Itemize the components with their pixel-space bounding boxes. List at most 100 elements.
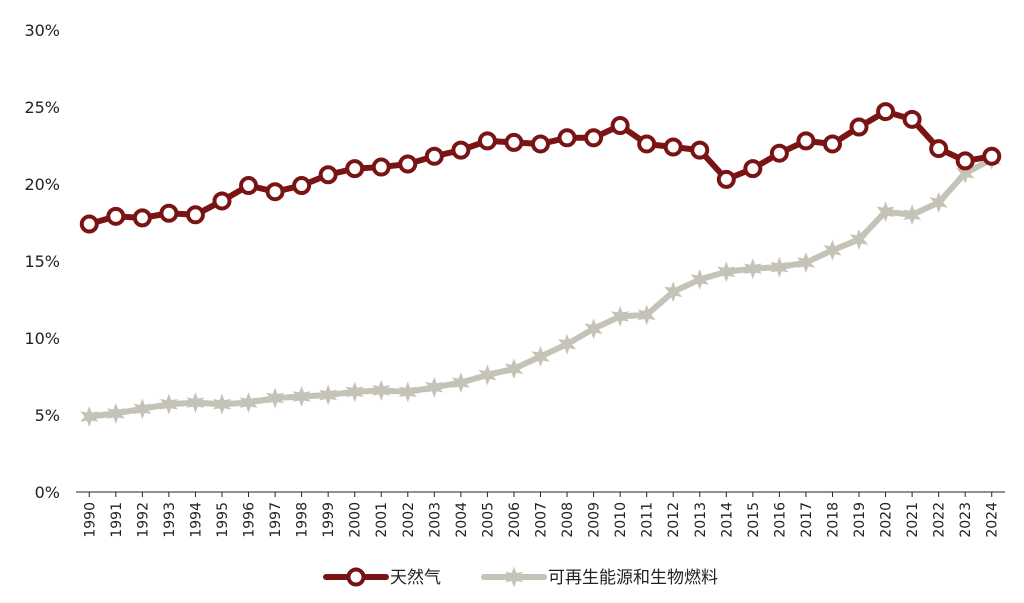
data-point [504, 132, 524, 152]
x-tick-label: 2003 [427, 502, 443, 538]
data-point [584, 318, 603, 340]
y-tick-label: 30% [24, 21, 60, 40]
x-tick-label: 2020 [879, 502, 895, 538]
x-tick-label: 1999 [321, 502, 337, 538]
data-point [531, 134, 550, 154]
x-tick-label: 2004 [454, 502, 470, 538]
data-point [186, 392, 205, 414]
data-point [132, 208, 152, 228]
data-point [239, 176, 259, 196]
data-point [477, 131, 497, 151]
data-point [929, 192, 948, 213]
data-point [106, 206, 126, 226]
x-tick-label: 2016 [772, 502, 788, 538]
data-point [796, 252, 815, 273]
axes: 0% 5% 10% 15% 20% 25% 30% 1990 1991 1992 1993 1994 1… [24, 21, 1005, 538]
data-point [743, 258, 762, 280]
x-tick-label: 2024 [985, 502, 1001, 538]
data-point [133, 398, 152, 420]
data-point [451, 140, 471, 160]
x-tick-label: 1991 [109, 502, 125, 538]
data-point [371, 157, 391, 177]
data-point [610, 115, 630, 135]
data-point [345, 381, 364, 403]
data-point [769, 143, 789, 163]
data-point [690, 269, 709, 290]
x-tick-label: 2009 [587, 502, 603, 538]
x-tick-label: 2022 [932, 502, 948, 538]
legend-item: 可再生能源和生物燃料 [481, 566, 718, 588]
legend: 天然气 可再生能源和生物燃料 [323, 566, 718, 588]
data-point [663, 137, 683, 157]
data-point [319, 384, 338, 406]
data-point [106, 403, 125, 424]
data-point [876, 201, 895, 223]
data-point [557, 128, 577, 148]
legend-label: 天然气 [390, 568, 441, 588]
data-point [79, 214, 99, 234]
data-point [451, 372, 470, 394]
x-tick-label: 2006 [507, 502, 523, 538]
data-point [398, 154, 418, 174]
legend-marker [346, 567, 366, 587]
x-tick-label: 1992 [135, 502, 151, 538]
legend-label: 可再生能源和生物燃料 [548, 568, 718, 588]
data-point [982, 146, 1002, 166]
data-point [849, 228, 869, 250]
x-tick-label: 2005 [480, 502, 496, 538]
y-tick-label: 15% [24, 252, 60, 271]
data-point [239, 392, 258, 414]
x-tick-label: 1994 [188, 502, 204, 538]
data-point [717, 261, 736, 283]
series-1 [80, 148, 1001, 427]
x-tick-label: 2011 [640, 502, 656, 538]
data-point [265, 182, 285, 202]
x-tick-label: 2007 [534, 502, 550, 538]
data-point [212, 191, 232, 211]
data-point [611, 305, 630, 327]
data-point [956, 162, 975, 184]
data-point [318, 165, 338, 185]
x-tick-label: 2015 [746, 502, 762, 538]
y-tick-label: 5% [35, 406, 60, 425]
data-point [159, 203, 179, 223]
data-point [876, 102, 896, 122]
data-point [584, 128, 604, 148]
data-point [424, 146, 444, 166]
x-tick-label: 2012 [666, 502, 682, 538]
series-0 [79, 102, 1002, 234]
data-point [212, 393, 232, 415]
y-tick-label: 25% [24, 98, 60, 117]
data-point [664, 281, 683, 303]
x-tick-label: 1996 [242, 502, 258, 538]
x-tick-label: 1997 [268, 502, 284, 538]
x-tick-label: 1995 [215, 502, 231, 538]
x-tick-label: 2000 [348, 502, 364, 538]
data-point [955, 151, 975, 171]
data-point [478, 364, 497, 386]
data-point [185, 205, 205, 225]
x-tick-label: 2002 [401, 502, 417, 538]
data-point [743, 159, 763, 179]
legend-marker [504, 566, 524, 588]
data-point [822, 134, 842, 154]
data-point [398, 381, 417, 403]
x-tick-label: 2018 [825, 502, 841, 538]
x-tick-label: 2008 [560, 502, 576, 538]
x-tick-label: 2019 [852, 502, 868, 538]
data-point [345, 159, 365, 179]
data-point [902, 109, 922, 129]
series-layer [79, 102, 1002, 427]
x-tick-label: 1990 [82, 502, 98, 538]
data-point [159, 393, 178, 415]
y-tick-label: 0% [35, 483, 60, 502]
x-tick-label: 2001 [374, 502, 390, 538]
x-tick-label: 2023 [958, 502, 974, 538]
x-tick-label: 2014 [719, 502, 735, 538]
y-tick-label: 20% [24, 175, 60, 194]
x-tick-label: 1998 [295, 502, 311, 538]
data-point [929, 139, 949, 159]
x-tick-label: 2017 [799, 502, 815, 538]
